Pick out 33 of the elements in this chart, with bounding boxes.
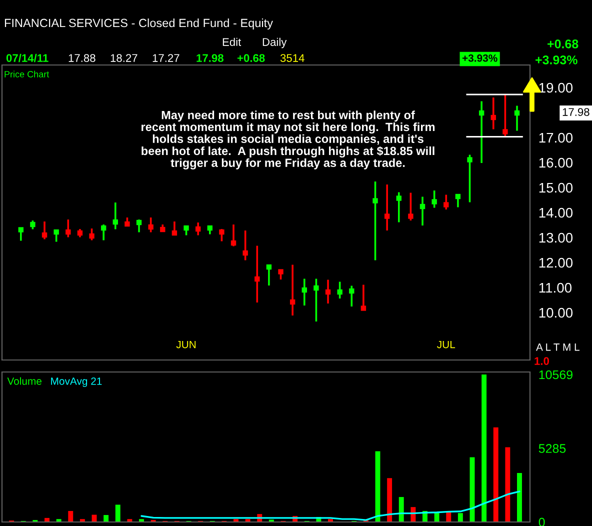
y-tick-label: 10569 (539, 370, 572, 380)
text: +0.68 (237, 54, 265, 62)
y-tick-label: 10.00 (539, 308, 573, 318)
y-tick-label: 19.00 (539, 82, 573, 93)
text: 18.27 (110, 54, 138, 62)
y-tick-label: 14.00 (539, 208, 573, 218)
text: Edit (222, 38, 242, 46)
text: +3.93% (462, 54, 498, 62)
text: Volume (7, 377, 42, 385)
text: Daily (262, 38, 287, 48)
text: +0.68 (548, 40, 578, 48)
text: 17.88 (68, 54, 96, 62)
text: 17.98 (196, 54, 224, 62)
x-tick-label: JUN (176, 340, 196, 348)
chart-subtitle: FINANCIAL SERVICES - Closed End Fund - Equity (4, 18, 273, 30)
annotation: Price Chart (4, 70, 50, 78)
annotation: May need more time to rest but with plenty of recent momentum it may not sit here long. This firm holds stakes in social media companies, and it's been hot of late. A push through highs at $18.85 will trigger a buy for me Friday as a day trade. (142, 110, 435, 170)
text: 07/14/11 (6, 54, 48, 62)
y-tick-label: 15.00 (539, 182, 573, 193)
y-tick-label: 16.00 (539, 158, 573, 168)
text: MovAvg 21 (51, 377, 102, 387)
text: A L T M L (536, 344, 580, 351)
y-tick-label: 13.00 (539, 232, 573, 243)
x-tick-label: JUL (437, 340, 456, 348)
text: 3514 (280, 54, 304, 62)
y-tick-label: 5285 (538, 444, 566, 453)
text: 17.98 (562, 108, 590, 116)
text: 17.27 (152, 54, 180, 62)
text: 1.0 (534, 357, 549, 365)
y-tick-label: 17.00 (539, 132, 573, 143)
y-tick-label: 12.00 (539, 258, 573, 268)
text: +3.93% (536, 56, 578, 64)
y-tick-label: 11.00 (539, 282, 572, 293)
